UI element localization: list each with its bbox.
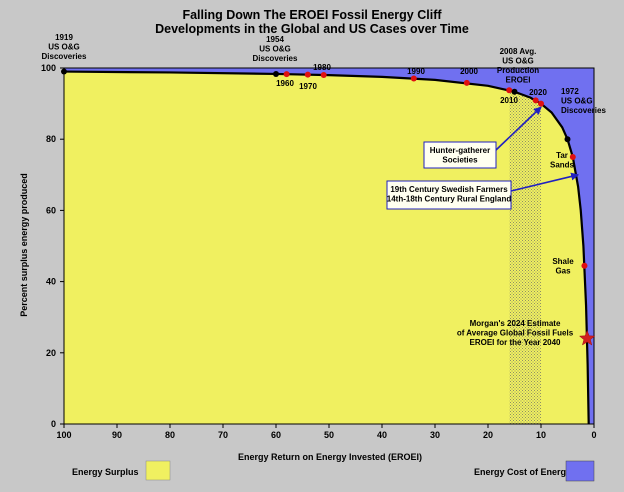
point-label: 1960 [276, 79, 294, 88]
x-tick-label: 0 [591, 430, 596, 440]
point-label: Tar Sands [550, 151, 575, 170]
chart-title: Falling Down The EROEI Fossil Energy Cli… [182, 8, 442, 22]
y-tick-label: 100 [41, 63, 56, 73]
x-axis-label: Energy Return on Energy Invested (EROEI) [238, 452, 422, 462]
point-label: 2020 [529, 88, 547, 97]
point-label: 1990 [407, 67, 425, 76]
point-label: 1970 [299, 82, 317, 91]
data-point [506, 87, 513, 94]
point-label: 1972 US O&G Discoveries [561, 87, 606, 115]
x-tick-label: 50 [324, 430, 334, 440]
data-point [569, 154, 576, 160]
legend-swatch-surplus [145, 460, 171, 481]
x-tick-label: 30 [430, 430, 440, 440]
callout-text: 19th Century Swedish Farmers 14th-18th Ce… [387, 185, 512, 204]
data-point [532, 97, 539, 104]
callout-box [386, 180, 512, 210]
data-point [511, 88, 518, 95]
data-point [304, 71, 311, 78]
star-marker [578, 329, 596, 346]
y-tick-label: 20 [46, 348, 56, 358]
x-tick-label: 60 [271, 430, 281, 440]
y-tick-label: 80 [46, 134, 56, 144]
point-label: 2008 Avg. US O&G Production EROEI [497, 47, 539, 85]
legend-label-cost: Energy Cost of Energy [474, 467, 571, 477]
point-label: 1919 US O&G Discoveries [42, 33, 87, 61]
x-tick-label: 10 [536, 430, 546, 440]
data-point [283, 71, 290, 78]
y-axis-label: Percent surplus energy produced [19, 173, 29, 317]
legend-swatch-cost [565, 460, 595, 482]
callout-arrow [510, 172, 580, 192]
shaded-band [509, 71, 541, 424]
x-tick-label: 100 [56, 430, 71, 440]
x-tick-label: 40 [377, 430, 387, 440]
x-tick-label: 20 [483, 430, 493, 440]
star-label: Morgan's 2024 Estimate of Average Global … [457, 319, 574, 347]
point-label: 1980 [313, 63, 331, 72]
data-point [581, 262, 588, 269]
point-label: Shale Gas [552, 257, 574, 276]
x-tick-label: 90 [112, 430, 122, 440]
data-point [463, 79, 470, 86]
data-point [273, 70, 279, 77]
x-tick-label: 70 [218, 430, 228, 440]
y-tick-label: 0 [51, 419, 56, 429]
data-point [61, 68, 67, 75]
callout-box [423, 141, 497, 169]
data-point [538, 100, 544, 107]
point-label: 2010 [500, 96, 518, 105]
data-point [320, 71, 327, 78]
legend-label-surplus: Energy Surplus [72, 467, 139, 477]
data-point [410, 75, 417, 82]
eroei-curve-line [63, 70, 590, 425]
x-tick-label: 80 [165, 430, 175, 440]
point-label: 2000 [460, 67, 478, 76]
callout-text: Hunter-gatherer Societies [430, 146, 490, 165]
y-tick-label: 60 [46, 205, 56, 215]
chart-subtitle: Developments in the Global and US Cases … [155, 22, 469, 36]
data-point [564, 136, 571, 143]
callout-arrow [495, 106, 542, 151]
point-label: 1954 US O&G Discoveries [253, 35, 298, 63]
y-tick-label: 40 [46, 277, 56, 287]
